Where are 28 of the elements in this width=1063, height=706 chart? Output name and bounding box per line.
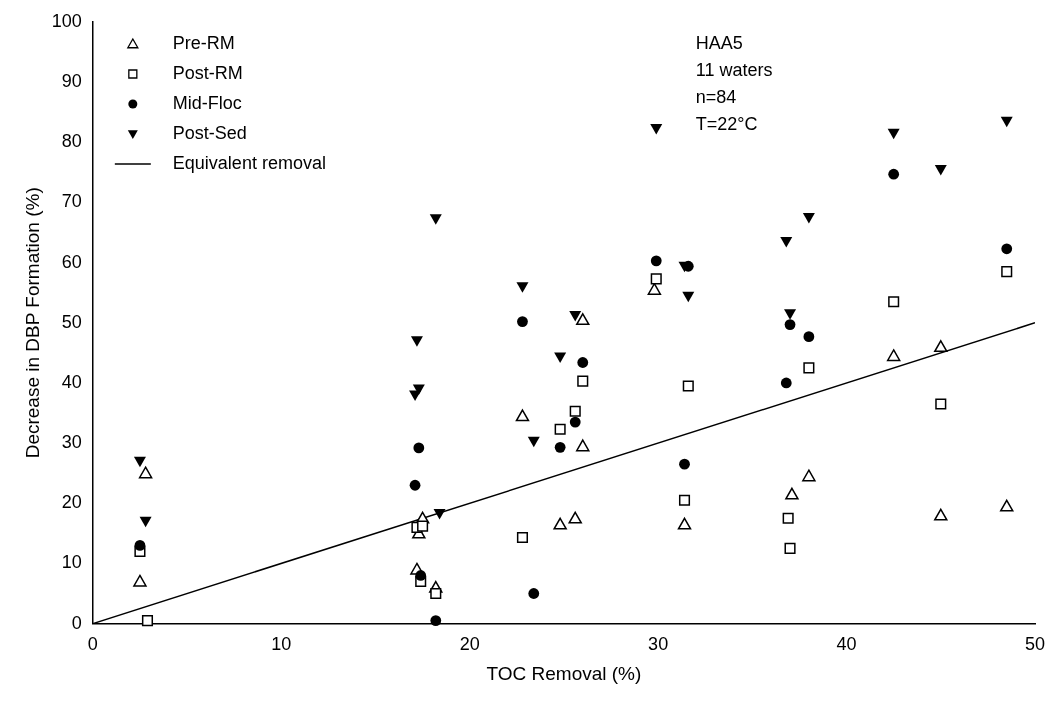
x-tick-label: 30: [648, 634, 669, 655]
y-tick-label: 50: [61, 311, 82, 332]
y-tick-label: 40: [61, 371, 82, 392]
x-tick-label: 10: [271, 634, 292, 655]
x-tick-label: 0: [87, 634, 98, 655]
y-tick-label: 100: [51, 10, 82, 31]
legend-label: Equivalent removal: [172, 152, 326, 173]
y-tick-label: 80: [61, 131, 82, 152]
annotation: HAA5: [695, 32, 743, 53]
y-tick-label: 20: [61, 492, 82, 513]
x-tick-label: 40: [836, 634, 857, 655]
y-tick-label: 60: [61, 251, 82, 272]
y-tick-label: 30: [61, 432, 82, 453]
annotation: 11 waters: [695, 59, 773, 80]
x-tick-label: 20: [459, 634, 480, 655]
legend-label: Pre-RM: [172, 32, 235, 53]
x-axis-title: TOC Removal (%): [486, 662, 642, 684]
x-tick-label: 50: [1024, 634, 1046, 655]
legend-label: Post-RM: [172, 62, 243, 83]
y-axis-title: Decrease in DBP Formation (%): [21, 187, 43, 459]
legend-label: Mid-Floc: [172, 92, 242, 113]
y-tick-label: 90: [61, 71, 82, 92]
legend-label: Post-Sed: [172, 122, 247, 143]
annotation: n=84: [695, 86, 737, 107]
annotation: T=22°C: [695, 113, 758, 134]
y-tick-label: 10: [61, 552, 82, 573]
y-tick-label: 70: [61, 191, 82, 212]
y-tick-label: 0: [71, 612, 82, 633]
